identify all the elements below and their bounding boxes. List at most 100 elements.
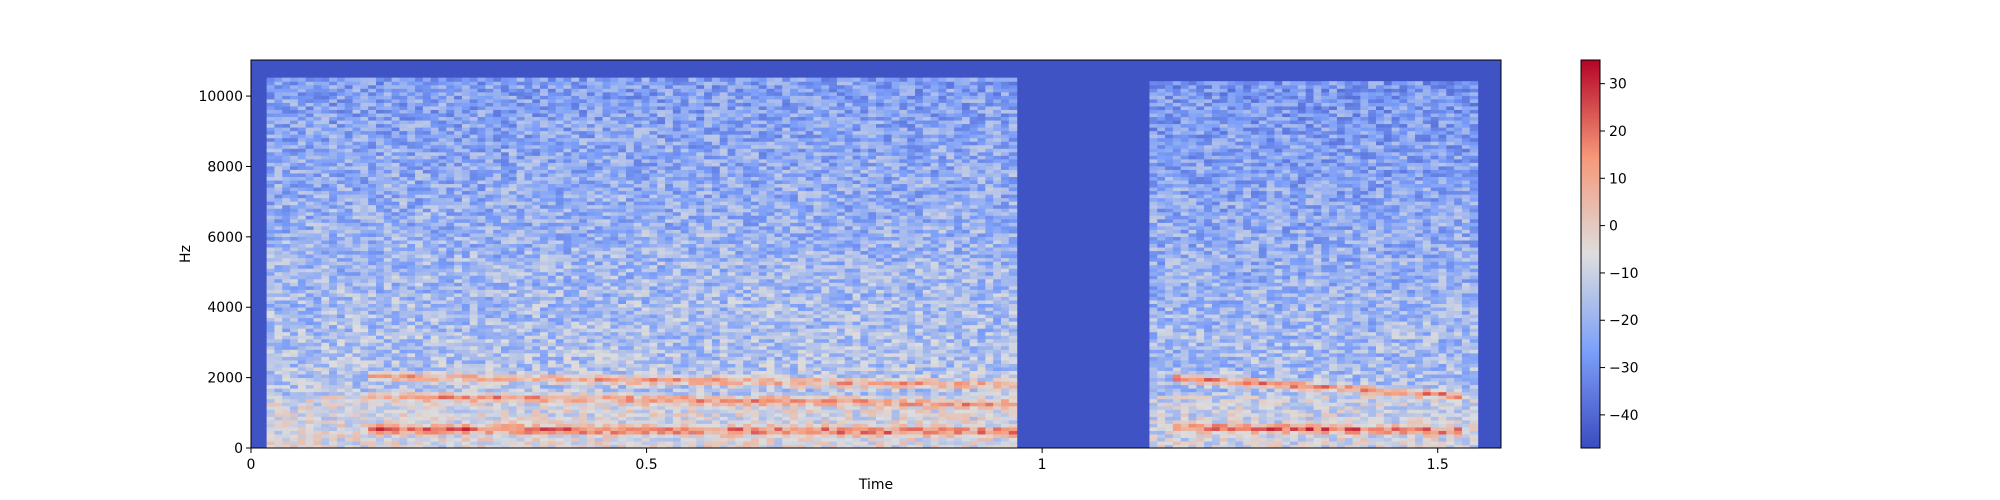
heatmap-cell: [501, 176, 510, 181]
heatmap-cell: [391, 215, 401, 220]
heatmap-cell: [360, 232, 369, 237]
heatmap-cell: [360, 257, 369, 262]
heatmap-cell: [305, 112, 315, 118]
heatmap-cell: [508, 215, 518, 220]
heatmap-cell: [438, 405, 447, 410]
heatmap-cell: [290, 134, 299, 139]
heatmap-cell: [454, 409, 463, 414]
heatmap-cell: [508, 423, 518, 428]
heatmap-cell: [540, 335, 549, 340]
heatmap-cell: [407, 419, 416, 424]
heatmap-cell: [485, 345, 494, 350]
heatmap-cell: [579, 151, 588, 156]
heatmap-cell: [602, 243, 611, 248]
heatmap-cell: [329, 239, 338, 245]
heatmap-cell: [532, 91, 541, 96]
heatmap-cell: [469, 186, 479, 192]
heatmap-cell: [383, 306, 393, 312]
heatmap-cell: [383, 278, 393, 283]
heatmap-cell: [329, 169, 338, 174]
heatmap-cell: [415, 370, 424, 375]
heatmap-cell: [407, 236, 416, 241]
heatmap-cell: [422, 261, 432, 266]
heatmap-cell: [376, 324, 385, 329]
heatmap-cell: [563, 271, 572, 276]
heatmap-cell: [360, 98, 369, 103]
heatmap-cell: [446, 409, 455, 414]
heatmap-cell: [407, 91, 416, 96]
heatmap-cell: [352, 296, 361, 301]
heatmap-cell: [313, 285, 322, 290]
heatmap-cell: [446, 243, 455, 248]
heatmap-cell: [274, 239, 283, 245]
heatmap-cell: [477, 377, 486, 382]
heatmap-cell: [282, 352, 291, 357]
heatmap-cell: [571, 345, 580, 350]
heatmap-cell: [461, 398, 471, 403]
heatmap-cell: [422, 352, 432, 357]
heatmap-cell: [368, 190, 377, 195]
heatmap-cell: [547, 437, 557, 442]
heatmap-cell: [430, 186, 440, 192]
heatmap-cell: [555, 84, 565, 89]
heatmap-cell: [391, 77, 401, 82]
heatmap-cell: [571, 370, 580, 375]
heatmap-cell: [540, 412, 549, 417]
heatmap-cell: [305, 395, 315, 400]
heatmap-cell: [594, 254, 604, 259]
heatmap-cell: [336, 112, 346, 118]
heatmap-cell: [532, 391, 541, 396]
heatmap-cell: [274, 208, 283, 213]
heatmap-cell: [469, 257, 479, 262]
heatmap-cell: [469, 81, 479, 86]
heatmap-cell: [493, 271, 502, 276]
heatmap-cell: [571, 201, 580, 206]
heatmap-cell: [547, 201, 557, 206]
heatmap-cell: [352, 317, 361, 322]
heatmap-cell: [586, 98, 596, 103]
heatmap-cell: [586, 331, 596, 336]
heatmap-cell: [399, 254, 408, 259]
heatmap-cell: [610, 204, 619, 209]
heatmap-cell: [532, 77, 541, 82]
heatmap-cell: [297, 289, 307, 294]
heatmap-cell: [399, 261, 408, 266]
heatmap-cell: [563, 98, 572, 103]
heatmap-cell: [321, 423, 330, 428]
heatmap-cell: [469, 112, 479, 118]
heatmap-cell: [415, 208, 424, 213]
heatmap-cell: [415, 377, 424, 382]
heatmap-cell: [516, 243, 526, 248]
heatmap-cell: [415, 440, 424, 446]
heatmap-cell: [547, 162, 557, 167]
heatmap-cell: [290, 342, 299, 347]
heatmap-cell: [305, 134, 315, 139]
heatmap-cell: [266, 444, 276, 449]
heatmap-cell: [376, 158, 385, 163]
heatmap-cell: [352, 412, 361, 417]
heatmap-cell: [485, 81, 494, 86]
heatmap-cell: [344, 391, 354, 396]
heatmap-cell: [563, 201, 572, 206]
heatmap-cell: [282, 373, 291, 379]
heatmap-cell: [626, 391, 635, 396]
heatmap-cell: [626, 112, 635, 118]
heatmap-cell: [422, 98, 432, 103]
heatmap-cell: [438, 321, 447, 326]
heatmap-cell: [391, 112, 401, 118]
heatmap-cell: [501, 352, 510, 357]
heatmap-cell: [290, 331, 299, 336]
heatmap-cell: [586, 218, 596, 223]
heatmap-cell: [547, 370, 557, 375]
heatmap-cell: [602, 328, 611, 333]
heatmap-cell: [461, 433, 471, 439]
heatmap-cell: [274, 194, 283, 199]
heatmap-cell: [290, 430, 299, 435]
heatmap-cell: [602, 282, 611, 287]
heatmap-cell: [493, 144, 502, 149]
heatmap-cell: [305, 356, 315, 361]
heatmap-cell: [391, 444, 401, 449]
heatmap-cell: [368, 437, 377, 442]
heatmap-cell: [290, 222, 299, 227]
heatmap-cell: [602, 395, 611, 400]
